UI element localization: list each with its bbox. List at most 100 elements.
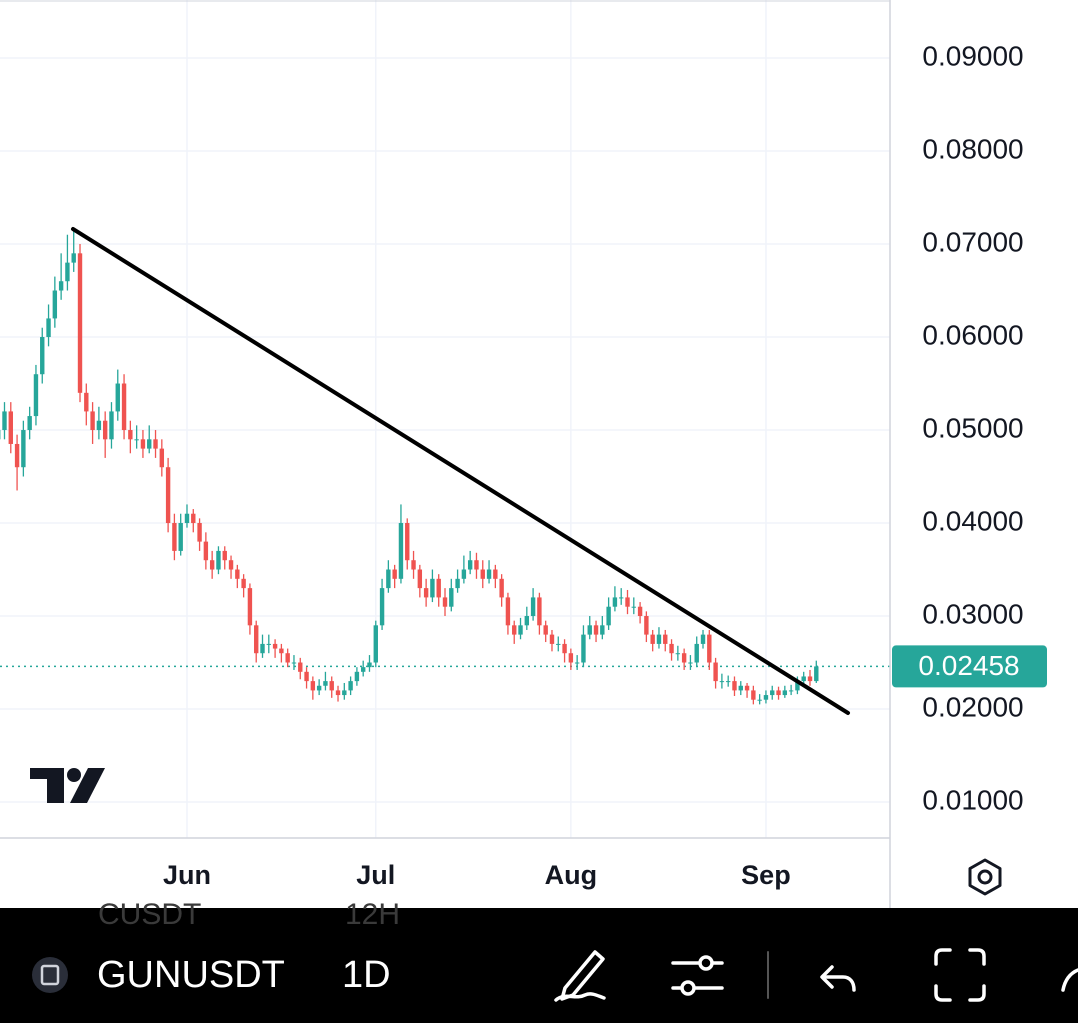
candle-body (360, 667, 366, 672)
candle-body (8, 411, 13, 444)
last-price-label: 0.02458 (918, 650, 1019, 681)
candle-body (153, 439, 158, 449)
candle-body (449, 588, 454, 607)
candle-body (788, 690, 794, 692)
candle-body (644, 616, 649, 635)
candle-body (323, 681, 328, 686)
candle-body (719, 681, 725, 683)
candle-body (40, 337, 45, 375)
candle-body (581, 634, 586, 663)
candle-body (467, 560, 473, 570)
last-price-box (892, 645, 1047, 688)
settings-button[interactable] (968, 858, 1002, 896)
candle-body (159, 448, 165, 468)
candle-body (228, 560, 234, 570)
candle-body (222, 550, 227, 561)
candle-body (304, 671, 309, 682)
y-tick-label: 0.08000 (922, 133, 1023, 164)
candle-body (795, 681, 800, 691)
draw-button[interactable] (554, 950, 606, 1002)
candle-body (650, 634, 655, 644)
candle-body (505, 597, 511, 626)
candle-body (71, 253, 76, 263)
candle-body (310, 681, 316, 691)
candle-body (316, 685, 322, 691)
candle-body (600, 625, 605, 635)
candle-body (606, 606, 611, 626)
tradingview-logo (30, 768, 105, 803)
candle-body (725, 681, 731, 683)
candle-body (430, 578, 435, 598)
candle-body (593, 625, 599, 635)
x-tick-label: Jul (356, 860, 395, 890)
candle-body (147, 439, 152, 449)
candle-body (663, 634, 668, 644)
candle-body (486, 569, 492, 579)
candle-body (423, 588, 429, 598)
candle-body (27, 416, 32, 431)
candle-body (807, 676, 813, 682)
candle-body (801, 676, 806, 682)
candle-body (713, 662, 718, 682)
candle-body (335, 690, 341, 696)
candle-body (562, 643, 567, 654)
candle-body (524, 616, 530, 626)
candle-body (744, 685, 750, 691)
candle-body (549, 634, 555, 644)
candle-body (191, 513, 196, 524)
candle-body (128, 430, 133, 440)
symbol[interactable]: GUNUSDT (97, 954, 285, 996)
candle-body (612, 597, 618, 607)
candle-body (14, 443, 20, 468)
candle-body (235, 569, 240, 579)
candle-body (46, 318, 51, 338)
candle-body (637, 606, 643, 617)
candle-body (480, 569, 485, 579)
candle-body (436, 578, 441, 598)
ghost-symbol: CUSDT (98, 898, 201, 931)
interval[interactable]: 1D (342, 954, 391, 996)
more-button[interactable] (1061, 968, 1078, 992)
candle-body (411, 560, 416, 570)
candle-body (58, 281, 64, 291)
y-tick-label: 0.09000 (922, 40, 1023, 71)
candle-body (260, 643, 265, 654)
candle-body (209, 560, 215, 570)
trend-line (71, 227, 850, 715)
candle-body (178, 523, 183, 551)
candle-body (216, 550, 221, 570)
candle-body (134, 439, 139, 441)
candle-body (587, 625, 592, 635)
candle-body (121, 383, 127, 431)
candle-body (109, 411, 114, 440)
fullscreen-button[interactable] (934, 948, 986, 1002)
candle-body (140, 439, 146, 449)
candle-body (254, 625, 259, 654)
symbol-icon[interactable] (32, 957, 68, 993)
candle-body (530, 597, 536, 617)
candle-body (241, 578, 246, 589)
y-tick-label: 0.04000 (922, 505, 1023, 536)
undo-button[interactable] (820, 965, 856, 992)
candle-body (499, 578, 504, 598)
candle-body (342, 690, 347, 696)
y-tick-label: 0.06000 (922, 319, 1023, 350)
candle-body (681, 653, 687, 663)
candle-body (543, 625, 548, 635)
candle-body (776, 690, 781, 696)
candle-body (461, 569, 467, 579)
candle-body (77, 253, 83, 393)
candle-body (688, 662, 693, 664)
candle-body (272, 643, 278, 649)
candle-body (21, 430, 26, 468)
y-tick-label: 0.05000 (922, 412, 1023, 443)
candle-body (298, 662, 303, 672)
candle-body (625, 597, 630, 607)
indicators-button[interactable] (671, 955, 724, 996)
candle-body (512, 625, 517, 635)
candle-body (782, 690, 788, 696)
candle-body (474, 560, 479, 570)
candle-body (247, 588, 253, 626)
y-tick-label: 0.07000 (922, 226, 1023, 257)
